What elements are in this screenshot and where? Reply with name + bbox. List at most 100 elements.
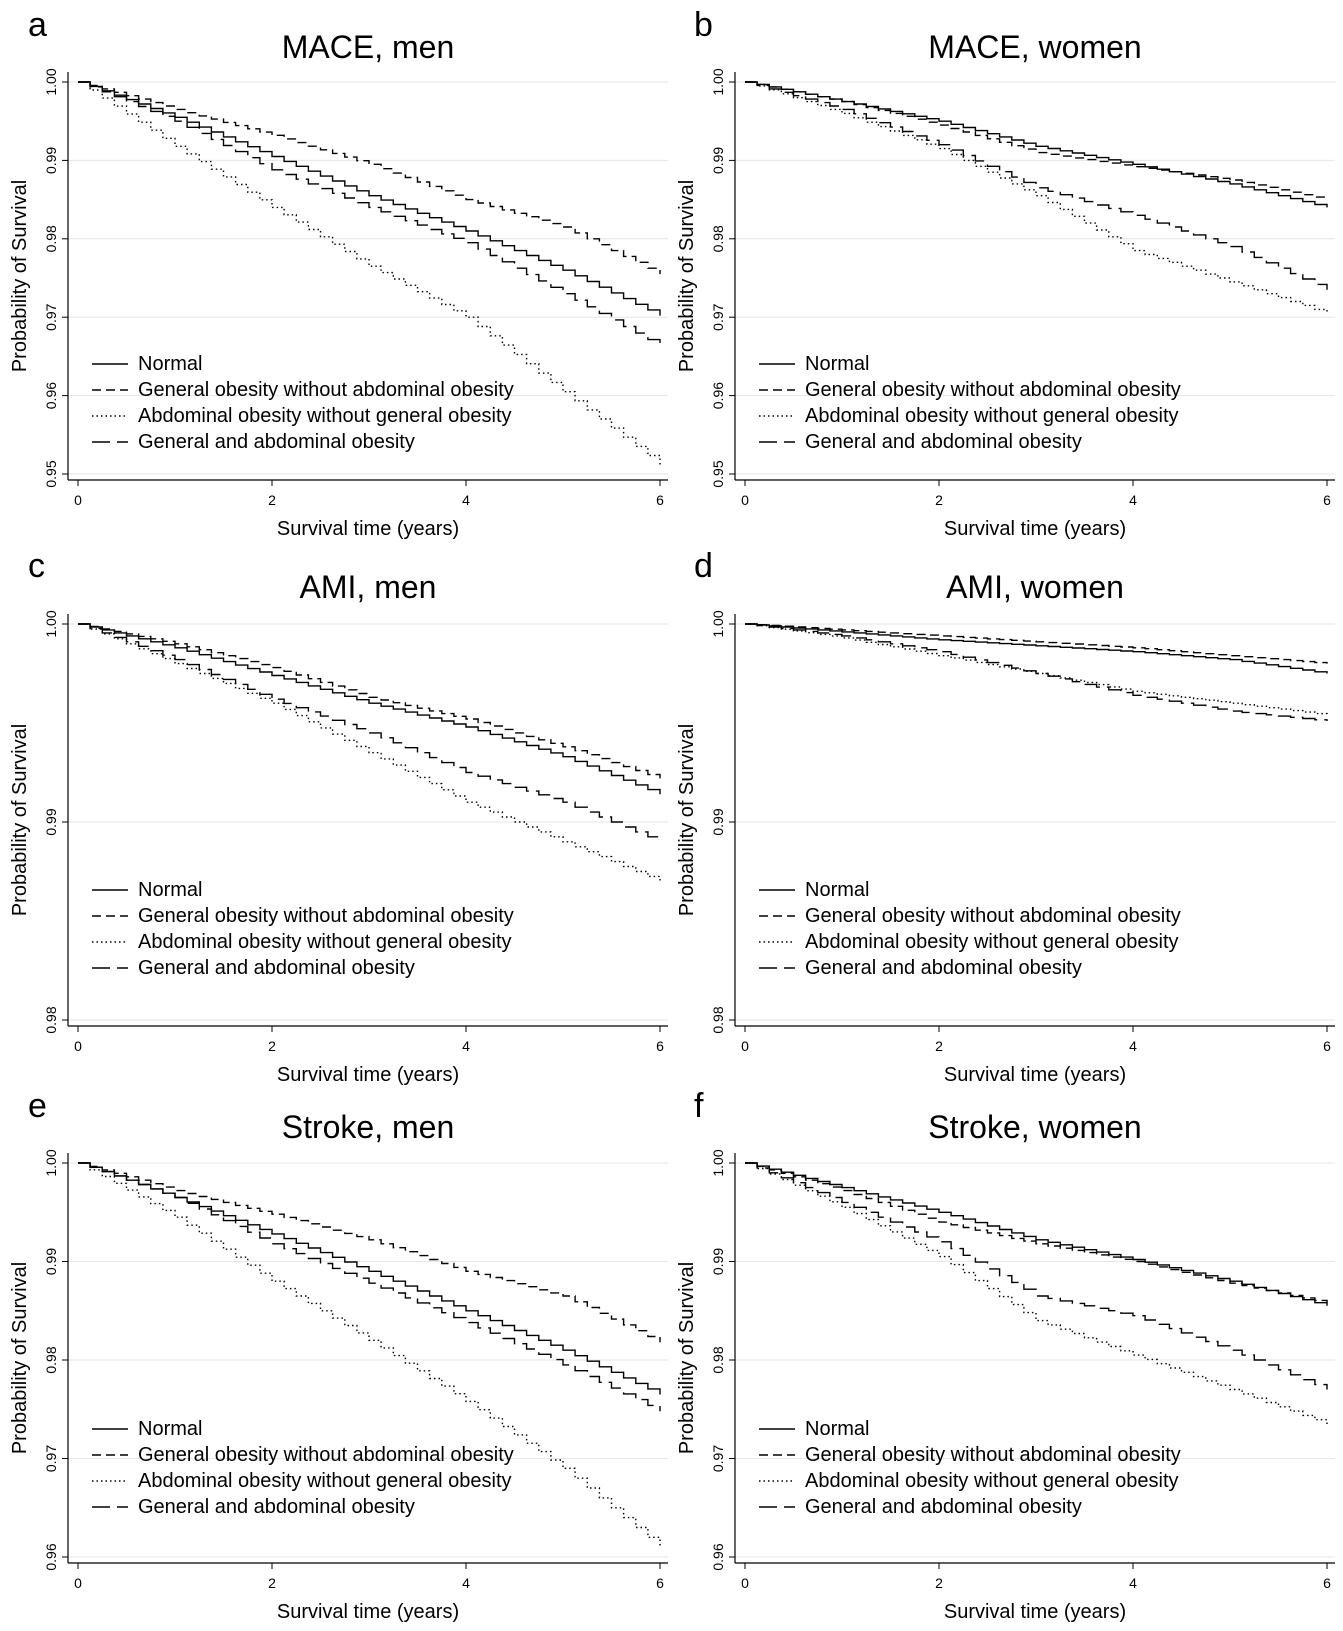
panel-d-xtick-label-0: 0 [741, 1038, 749, 1054]
panel-c-series-line-1 [78, 623, 661, 779]
panel-c-legend-label-3: General and abdominal obesity [138, 957, 415, 979]
panel-e-ytick-label-0: 0.96 [43, 1543, 59, 1570]
panel-e-ytick-label-2: 0.98 [43, 1346, 59, 1373]
panel-b-letter: b [694, 6, 713, 44]
panel-c-series-line-3 [78, 623, 661, 842]
panel-a-legend-label-2: Abdominal obesity without general obesit… [138, 405, 512, 427]
panel-f-series-line-3 [745, 1162, 1328, 1390]
panel-c: c AMI, men 0.98 0.99 1.00 0 2 4 6 Survival time (… [9, 547, 668, 1086]
panel-d-xtick-label-1: 2 [935, 1038, 943, 1054]
panel-c-legend-label-1: General obesity without abdominal obesit… [138, 905, 514, 927]
panel-d-xtick-label-2: 4 [1129, 1038, 1137, 1054]
panel-e-legend-label-2: Abdominal obesity without general obesit… [138, 1470, 512, 1492]
panel-f-ytick-label-1: 0.97 [710, 1445, 726, 1472]
panel-b-xtick-label-0: 0 [741, 492, 749, 508]
panel-b-x-axis-label: Survival time (years) [944, 518, 1126, 540]
panel-f-xtick-label-0: 0 [741, 1575, 749, 1591]
panel-e-ytick-label-1: 0.97 [43, 1445, 59, 1472]
panel-d-series-line-1 [745, 623, 1328, 664]
panel-b-series-line-0 [745, 81, 1328, 208]
panel-c-letter: c [28, 547, 45, 585]
panel-c-xtick-label-3: 6 [656, 1038, 664, 1054]
panel-a-series-line-1 [78, 81, 661, 275]
panel-a-xtick-label-1: 2 [268, 492, 276, 508]
panel-c-xtick-label-1: 2 [268, 1038, 276, 1054]
panel-e-letter: e [28, 1087, 47, 1125]
panel-c-ytick-label-1: 0.99 [43, 808, 59, 835]
panel-b-xtick-label-2: 4 [1129, 492, 1137, 508]
panel-a-ytick-label-1: 0.96 [43, 382, 59, 409]
panel-b-ytick-label-1: 0.96 [710, 382, 726, 409]
panel-c-series-line-2 [78, 623, 661, 882]
panel-d-legend-label-2: Abdominal obesity without general obesit… [805, 931, 1179, 953]
panel-b-ytick-label-3: 0.98 [710, 225, 726, 252]
panel-a-xtick-label-3: 6 [656, 492, 664, 508]
panel-f-y-axis-label: Probability of Survival [676, 1262, 698, 1454]
panel-f: f Stroke, women 0.96 0.97 0.98 0.99 1.00 0 2 4 6 Su… [676, 1087, 1335, 1623]
panel-f-ytick-label-2: 0.98 [710, 1346, 726, 1373]
panel-b-title: MACE, women [928, 29, 1141, 65]
panel-e-series-line-1 [78, 1162, 661, 1343]
panel-b-ytick-label-2: 0.97 [710, 303, 726, 330]
panel-f-xtick-label-2: 4 [1129, 1575, 1137, 1591]
panel-a: a MACE, men 0.95 0.96 0.97 0.98 0.99 1.00 0 2 4 6 Su… [9, 6, 668, 540]
panel-d-legend-label-3: General and abdominal obesity [805, 957, 1082, 979]
panel-e-ytick-label-3: 0.99 [43, 1248, 59, 1275]
panel-f-series-line-0 [745, 1162, 1328, 1306]
panel-a-y-axis-label: Probability of Survival [9, 180, 31, 372]
panel-a-ytick-label-4: 0.99 [43, 147, 59, 174]
panel-d-title: AMI, women [946, 569, 1124, 605]
panel-b-legend-label-1: General obesity without abdominal obesit… [805, 379, 1181, 401]
panel-a-ytick-label-3: 0.98 [43, 225, 59, 252]
panel-e-xtick-label-1: 2 [268, 1575, 276, 1591]
panel-f-legend-label-0: Normal [805, 1418, 869, 1440]
panel-b: b MACE, women 0.95 0.96 0.97 0.98 0.99 1.00 0 2 4 6… [676, 6, 1335, 540]
panel-d-ytick-label-0: 0.98 [710, 1006, 726, 1033]
panel-f-legend-label-1: General obesity without abdominal obesit… [805, 1444, 1181, 1466]
panel-b-legend-label-0: Normal [805, 353, 869, 375]
panel-b-ytick-label-5: 1.00 [710, 68, 726, 95]
panel-a-letter: a [28, 6, 47, 44]
panel-a-ytick-label-0: 0.95 [43, 460, 59, 487]
panel-b-xtick-label-1: 2 [935, 492, 943, 508]
panel-a-series-line-0 [78, 81, 661, 316]
panel-a-x-axis-label: Survival time (years) [277, 518, 459, 540]
panel-b-legend-label-3: General and abdominal obesity [805, 431, 1082, 453]
panel-a-ytick-label-5: 1.00 [43, 68, 59, 95]
panel-a-title: MACE, men [282, 29, 454, 65]
panel-f-letter: f [694, 1087, 704, 1125]
panel-f-ytick-label-4: 1.00 [710, 1149, 726, 1176]
panel-c-x-axis-label: Survival time (years) [277, 1064, 459, 1086]
panel-d-series-line-3 [745, 623, 1328, 721]
panel-e-series-line-3 [78, 1162, 661, 1412]
panel-e-legend-label-3: General and abdominal obesity [138, 1496, 415, 1518]
panel-f-ytick-label-0: 0.96 [710, 1543, 726, 1570]
panel-b-ytick-label-4: 0.99 [710, 147, 726, 174]
panel-e: e Stroke, men 0.96 0.97 0.98 0.99 1.00 0 2 4 6 Surv… [9, 1087, 668, 1623]
panel-c-legend-label-2: Abdominal obesity without general obesit… [138, 931, 512, 953]
panel-d: d AMI, women 0.98 0.99 1.00 0 2 4 6 Survival time… [676, 547, 1335, 1086]
panel-e-x-axis-label: Survival time (years) [277, 1601, 459, 1623]
panel-c-y-axis-label: Probability of Survival [9, 724, 31, 916]
panel-d-y-axis-label: Probability of Survival [676, 724, 698, 916]
panel-b-series-line-3 [745, 81, 1328, 290]
panel-a-legend-label-0: Normal [138, 353, 202, 375]
panel-a-series-line-3 [78, 81, 661, 347]
panel-c-legend-label-0: Normal [138, 879, 202, 901]
panel-e-y-axis-label: Probability of Survival [9, 1262, 31, 1454]
panel-f-legend-label-3: General and abdominal obesity [805, 1496, 1082, 1518]
panel-f-legend-label-2: Abdominal obesity without general obesit… [805, 1470, 1179, 1492]
panel-b-ytick-label-0: 0.95 [710, 460, 726, 487]
panel-e-series-line-2 [78, 1162, 661, 1548]
panel-c-xtick-label-2: 4 [462, 1038, 470, 1054]
panel-d-series-line-0 [745, 623, 1328, 674]
panel-f-series-line-1 [745, 1162, 1328, 1303]
panel-a-xtick-label-0: 0 [74, 492, 82, 508]
panel-e-legend-label-0: Normal [138, 1418, 202, 1440]
panel-a-xtick-label-2: 4 [462, 492, 470, 508]
panel-d-xtick-label-3: 6 [1323, 1038, 1331, 1054]
panel-f-title: Stroke, women [928, 1109, 1141, 1145]
panel-d-ytick-label-1: 0.99 [710, 808, 726, 835]
panel-d-legend-label-1: General obesity without abdominal obesit… [805, 905, 1181, 927]
